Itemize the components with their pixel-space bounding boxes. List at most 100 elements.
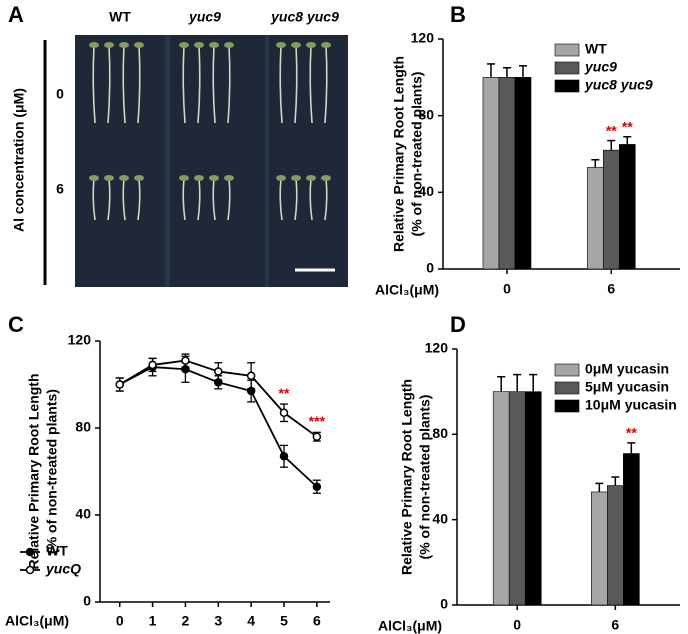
legend-marker (25, 565, 35, 575)
marker (279, 408, 289, 418)
cotyledon (89, 175, 99, 181)
bar (524, 391, 542, 606)
bar (602, 149, 620, 270)
x-axis-label: AlCl₃(μM) (378, 618, 442, 634)
significance-mark: ** (279, 385, 290, 401)
seedling (212, 177, 216, 221)
significance-mark: ** (606, 122, 617, 138)
cotyledon (104, 42, 114, 48)
significance-mark: ** (622, 118, 633, 134)
seedling (122, 177, 126, 221)
cotyledon (306, 175, 316, 181)
cotyledon (134, 175, 144, 181)
marker (115, 380, 124, 389)
legend-marker (25, 547, 35, 557)
bar (591, 491, 608, 606)
seedling (137, 177, 141, 221)
cotyledon (179, 175, 189, 181)
cotyledon (321, 175, 331, 181)
marker (246, 371, 256, 381)
y-tick-label: 120 (411, 30, 435, 46)
y-axis-label: (% of non-treated plants) (44, 389, 60, 554)
cotyledon (276, 175, 286, 181)
x-tick-label: 1 (149, 613, 157, 629)
legend-swatch (554, 79, 580, 93)
seedling (197, 177, 201, 221)
photo-seam (265, 35, 269, 287)
seedling (309, 44, 313, 124)
significance-mark: ** (626, 425, 637, 441)
cotyledon (291, 175, 301, 181)
cotyledon (209, 42, 219, 48)
seedling-photo (75, 35, 348, 287)
significance-mark: *** (309, 413, 326, 429)
seedling (324, 177, 328, 221)
legend-swatch (554, 43, 580, 57)
cotyledon (119, 175, 129, 181)
seedling (182, 177, 186, 221)
bar (618, 144, 636, 270)
panel-label: A (8, 2, 24, 27)
panel-label: B (450, 2, 466, 27)
marker (279, 452, 289, 461)
legend-label: yuc9 (584, 59, 617, 75)
legend-swatch (554, 399, 580, 413)
seedling (227, 177, 231, 221)
legend-label: WT (585, 41, 607, 57)
x-tick-label: 0 (116, 613, 124, 629)
x-tick-label: 2 (182, 613, 190, 629)
bar (508, 391, 526, 606)
cotyledon (291, 42, 301, 48)
seedling (309, 177, 313, 221)
seedling (182, 44, 186, 124)
panel-label: C (8, 312, 24, 337)
cotyledon (194, 42, 204, 48)
x-tick-label: 0 (513, 617, 521, 633)
x-tick-label: 5 (280, 613, 288, 629)
cotyledon (179, 42, 189, 48)
seedling (227, 44, 231, 124)
cotyledon (104, 175, 114, 181)
y-axis-label: Al concentration (μM) (11, 88, 27, 232)
x-tick-label: 6 (611, 617, 619, 633)
cotyledon (89, 42, 99, 48)
y-axis-label: Relative Primary Root Length (26, 373, 42, 569)
cotyledon (306, 42, 316, 48)
y-tick-label: 0 (426, 260, 434, 276)
seedling (107, 44, 111, 124)
bar (498, 77, 516, 270)
x-tick-label: 4 (247, 613, 255, 629)
bar (482, 77, 500, 270)
cotyledon (134, 42, 144, 48)
marker (148, 360, 157, 370)
y-axis-label: (% of non-treated plants) (417, 395, 433, 560)
legend-label: 0μM yucasin (585, 361, 669, 377)
y-tick-label: 120 (68, 332, 92, 348)
x-tick-label: 3 (214, 613, 222, 629)
seedling (107, 177, 111, 221)
marker (214, 367, 223, 376)
bar (607, 485, 624, 606)
y-axis-label: Relative Primary Root Length (391, 56, 407, 252)
legend-swatch (554, 61, 580, 75)
panel-label: D (450, 312, 466, 337)
cotyledon (224, 42, 234, 48)
y-axis-label: Relative Primary Root Length (399, 379, 415, 575)
marker (181, 356, 190, 365)
legend-label: yuc8 yuc9 (584, 77, 653, 93)
legend-label: 5μM yucasin (585, 379, 669, 395)
seedling (324, 44, 328, 124)
y-tick-label: 40 (75, 506, 91, 522)
legend-swatch (554, 381, 580, 395)
cotyledon (321, 42, 331, 48)
x-tick-label: 0 (503, 281, 511, 297)
y-axis-label: (% of non-treated plants) (409, 72, 425, 237)
seedling (294, 177, 298, 221)
x-axis-label: AlCl₃(μM) (5, 613, 69, 629)
row-label: 0 (56, 86, 64, 102)
column-label: yuc8 yuc9 (270, 9, 339, 25)
x-tick-label: 6 (607, 281, 615, 297)
y-tick-label: 80 (75, 419, 91, 435)
y-tick-label: 80 (418, 106, 434, 122)
